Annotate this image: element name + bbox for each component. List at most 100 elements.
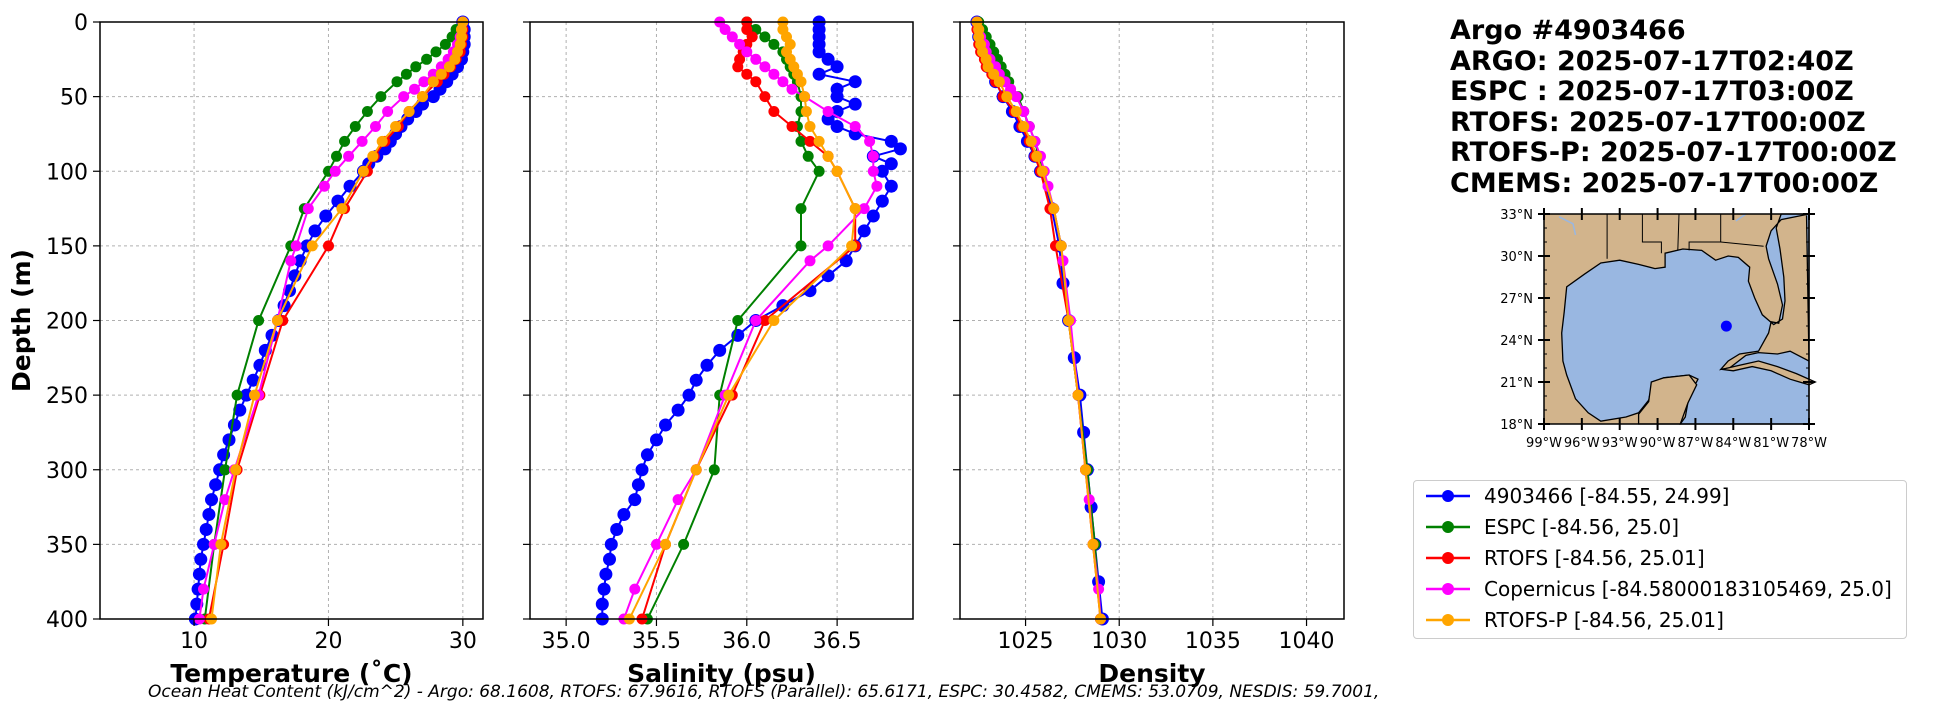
data-point [329,165,341,177]
map-river [1558,216,1577,236]
data-point [802,150,814,162]
data-point [343,150,355,162]
data-point [375,91,387,103]
data-point [417,91,428,103]
legend-label-copernicus: Copernicus [-84.58000183105469, 25.0] [1484,577,1892,601]
series-line [203,21,464,620]
data-point [1072,389,1084,401]
data-point [848,75,862,89]
data-point [821,52,835,66]
data-point [227,418,241,432]
map-lat-label: 30°N [1500,250,1533,265]
data-point [595,597,609,611]
data-point [290,240,302,252]
data-point [336,203,348,215]
legend-marker-rtofs [1426,552,1470,564]
data-point [410,61,422,73]
data-point [804,121,816,132]
data-point [1018,121,1030,132]
data-point [768,68,780,80]
map-lon-label: 96°W [1564,436,1600,451]
data-point [777,76,789,88]
map-lat-label: 27°N [1500,292,1533,307]
data-point [439,38,451,50]
data-point [318,180,330,192]
y-tick-label: 400 [46,608,88,633]
data-point [993,76,1005,88]
data-point [349,121,361,132]
map-lon-label: 90°W [1640,436,1676,451]
data-point [650,433,663,447]
map-border [1720,241,1764,247]
data-point [708,464,720,476]
data-point [723,389,735,401]
x-tick-label: 20 [314,629,342,654]
map-border [1688,214,1722,251]
data-point [1010,91,1022,103]
x-tick-label: 10 [180,629,208,654]
y-tick-label: 150 [46,235,88,260]
y-tick-label: 350 [46,533,88,558]
data-point [768,106,780,117]
legend-label-argo: 4903466 [-84.55, 24.99] [1484,484,1730,508]
data-point [197,537,210,551]
data-point [339,135,351,147]
x-axis-label: Density [1098,659,1205,688]
data-point [202,508,216,521]
float-location-marker [1720,320,1732,332]
data-point [800,106,812,117]
data-point [713,343,727,357]
legend-item-copernicus: Copernicus [-84.58000183105469, 25.0] [1424,574,1892,604]
data-point [367,150,379,162]
map-lat-label: 18°N [1500,418,1533,433]
data-point [867,165,879,177]
data-point [610,523,624,536]
data-point [759,61,771,73]
data-point [1063,315,1075,326]
x-tick-label: 30 [449,629,477,654]
data-point [1010,106,1022,117]
data-point [230,464,242,476]
data-point [812,67,826,81]
data-point [871,180,883,192]
legend-item-argo: 4903466 [-84.55, 24.99] [1424,481,1729,511]
data-point [864,135,876,147]
legend-label-rtofs-p: RTOFS-P [-84.56, 25.01] [1484,608,1724,632]
data-point [672,494,684,506]
data-point [678,538,690,550]
series-rtofs-p [206,16,469,625]
series-line [646,21,821,620]
legend-item-espc: ESPC [-84.56, 25.0] [1424,512,1679,542]
x-axis-label: Temperature (˚C) [170,659,412,688]
data-point [831,165,843,177]
data-point [629,583,641,595]
data-point [1055,240,1067,252]
legend-item-rtofs: RTOFS [-84.56, 25.01] [1424,543,1705,573]
data-point [253,315,265,326]
data-point [988,68,1000,80]
map-yucatan [1637,374,1698,425]
panel-salinity-psu: 35.0 35.5 36.0 36.5 Salinity (psu) [523,15,914,688]
legend-item-rtofs-p: RTOFS-P [-84.56, 25.01] [1424,605,1724,635]
data-point [822,150,834,162]
legend-label-rtofs: RTOFS [-84.56, 25.01] [1484,546,1705,570]
data-point [249,389,260,401]
data-point [443,61,455,73]
data-point [839,254,853,268]
data-point [759,91,771,103]
data-point [884,179,898,193]
data-point [804,135,816,147]
x-tick-label: 35.0 [542,629,591,654]
legend-marker-copernicus [1426,583,1470,595]
x-tick-label: 1025 [998,629,1054,654]
data-point [759,31,771,43]
map-river [1735,213,1747,222]
data-point [857,224,871,238]
data-point [192,567,206,581]
data-point [288,269,302,283]
x-axis-label: Salinity (psu) [627,659,816,688]
data-point [390,121,402,132]
data-point [750,76,762,88]
data-point [822,106,834,117]
data-point [690,464,702,476]
